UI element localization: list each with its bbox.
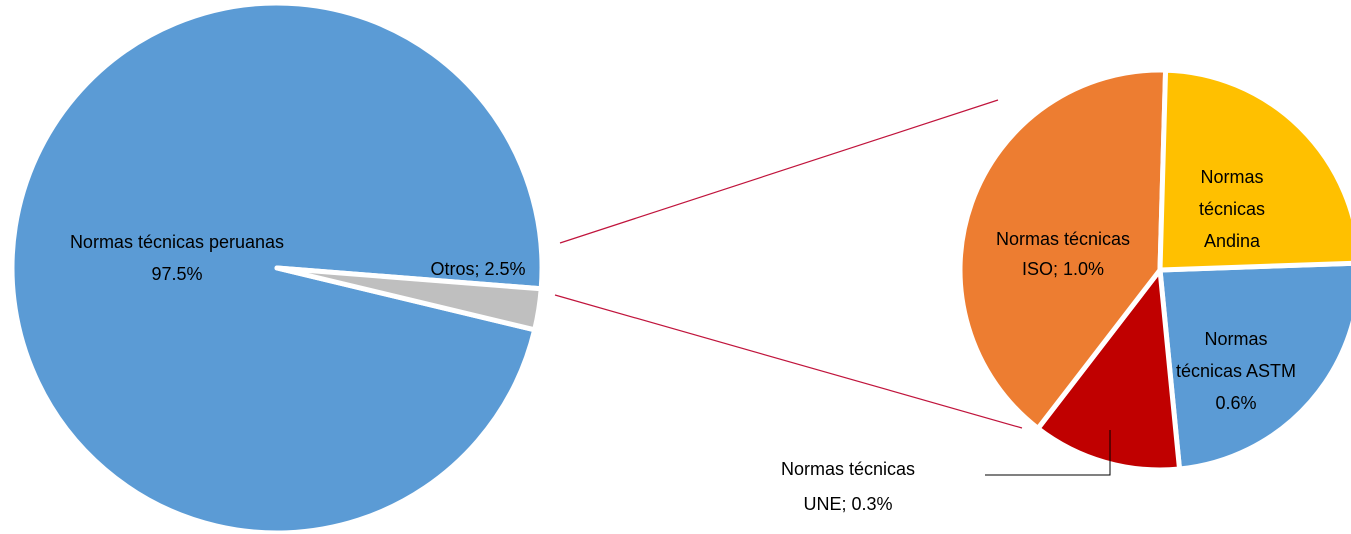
data-label: ISO; 1.0% [1022,259,1104,279]
data-label: Normas técnicas peruanas [70,232,284,252]
pie-slice [1157,260,1351,472]
data-label: Otros; 2.5% [430,259,525,279]
pie-slice [957,67,1169,431]
data-label: UNE; 0.3% [803,494,892,514]
connector-line [559,99,999,244]
data-label: Normas técnicas [996,229,1130,249]
connector-line [554,294,1023,429]
data-label: Normas [1204,329,1267,349]
pie-slice [1035,267,1183,473]
pie-slice [1157,67,1351,273]
data-label: 97.5% [151,264,202,284]
labels: Normas técnicas peruanas 97.5% Otros; 2.5%… [70,167,1296,514]
data-label: técnicas ASTM [1176,361,1296,381]
data-label: técnicas [1199,199,1265,219]
data-label: 0.6% [1215,393,1256,413]
data-label: Normas [1200,167,1263,187]
data-label: Normas técnicas [781,459,915,479]
data-label: Andina [1204,231,1261,251]
leader-line [985,430,1111,476]
pie-slice [274,265,544,333]
slices [9,0,1351,534]
